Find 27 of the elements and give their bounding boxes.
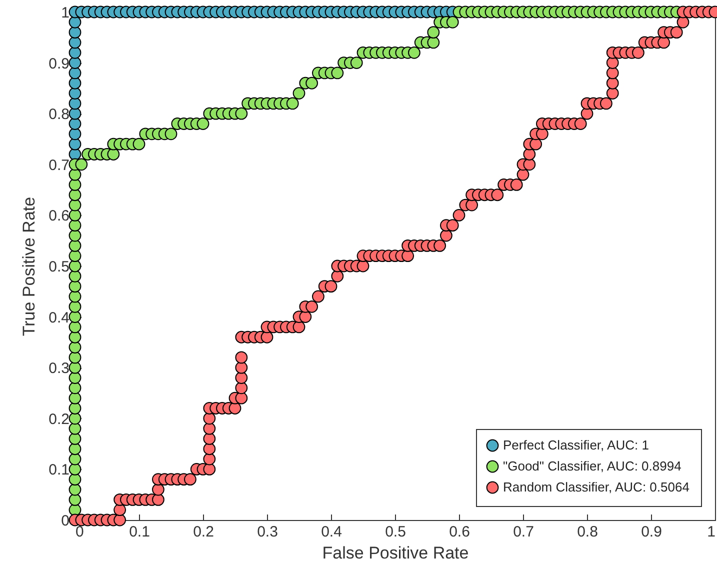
y-tick-label: 0.7	[48, 156, 70, 174]
x-tick-label: 0.2	[193, 524, 214, 540]
x-tick-label: 0	[76, 524, 84, 540]
y-tick-label: 0.9	[48, 55, 70, 72]
x-tick-label: 0.1	[129, 524, 150, 540]
x-tick-label: 0.4	[321, 524, 342, 540]
legend-label: "Good" Classifier, AUC: 0.8994	[503, 458, 682, 474]
x-tick-label: 0.3	[257, 524, 278, 540]
y-tick-label: 0.1	[48, 462, 70, 479]
x-tick-label: 0.8	[577, 524, 598, 540]
legend-label: Random Classifier, AUC: 0.5064	[503, 480, 690, 494]
x-tick-label: 0.6	[449, 524, 470, 540]
x-tick-label: 1	[707, 524, 716, 540]
y-tick-label: 0.4	[48, 309, 70, 326]
x-tick-label: 0.5	[385, 524, 406, 540]
legend-label: Perfect Classifier, AUC: 1	[503, 438, 649, 452]
x-tick-label: 0.7	[513, 524, 534, 540]
y-tick-label: 0.6	[48, 208, 70, 225]
y-tick-label: 1	[61, 4, 70, 22]
y-tick-label: 0.8	[48, 106, 70, 124]
y-axis-title: True Positive Rate	[20, 196, 39, 336]
x-tick-label: 0.9	[641, 524, 662, 540]
y-tick-label: 0.3	[48, 360, 70, 378]
y-tick-label: 0.5	[48, 258, 70, 276]
x-axis-title: False Positive Rate	[322, 544, 469, 562]
y-tick-label: 0.2	[48, 410, 70, 428]
y-tick-label: 0	[61, 512, 70, 530]
